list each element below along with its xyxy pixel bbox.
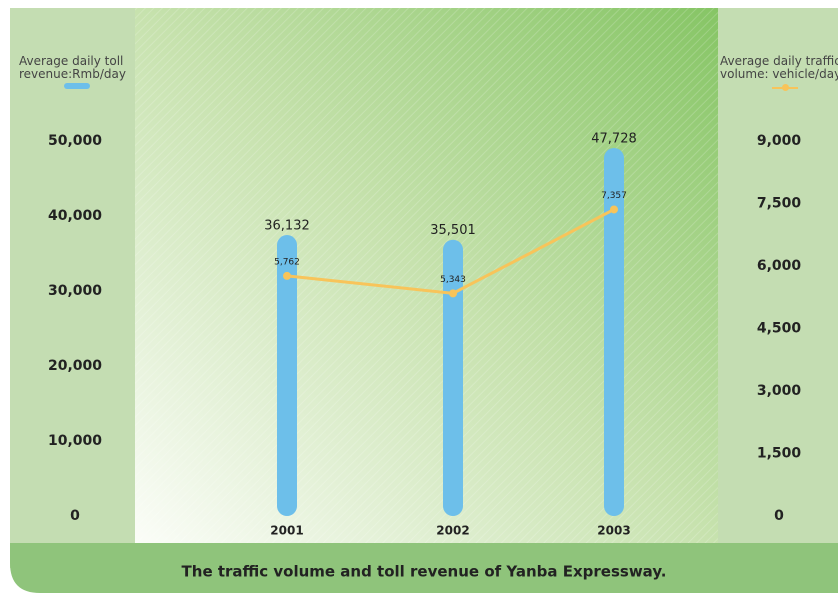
legend-text: Average daily toll revenue:Rmb/day <box>19 54 126 81</box>
x-tick-label: 2002 <box>436 524 469 538</box>
y-tick-label: 0 <box>70 508 80 524</box>
legend-dot <box>782 84 789 91</box>
y2-tick-label: 1,500 <box>757 446 802 462</box>
y-tick-label: 20,000 <box>48 358 102 374</box>
y2-tick-label: 6,000 <box>757 258 802 274</box>
line-point <box>283 271 291 280</box>
y-tick-label: 50,000 <box>48 133 102 149</box>
legend-right: Average daily traffic volume: vehicle/da… <box>720 54 838 91</box>
legend-left: Average daily toll revenue:Rmb/day <box>19 55 134 89</box>
y-tick-label: 10,000 <box>48 433 102 449</box>
bar-value-label: 47,728 <box>591 132 637 147</box>
y2-tick-label: 9,000 <box>757 133 802 149</box>
bar <box>277 235 297 516</box>
x-tick-label: 2001 <box>270 524 303 538</box>
title-band <box>10 543 838 593</box>
point-value-label: 5,343 <box>440 275 466 285</box>
y2-tick-label: 4,500 <box>757 321 802 337</box>
line-point <box>610 205 618 214</box>
legend-text: Average daily traffic volume: vehicle/da… <box>720 54 838 81</box>
y2-tick-label: 0 <box>774 508 784 524</box>
bar <box>604 148 624 517</box>
y-tick-label: 30,000 <box>48 283 102 299</box>
chart-title: The traffic volume and toll revenue of Y… <box>182 563 667 581</box>
bar-value-label: 36,132 <box>264 219 310 234</box>
x-tick-label: 2003 <box>597 524 630 538</box>
plot-hatch <box>135 8 718 543</box>
point-value-label: 5,762 <box>274 257 300 267</box>
point-value-label: 7,357 <box>601 191 627 201</box>
y-tick-label: 40,000 <box>48 208 102 224</box>
bar-value-label: 35,501 <box>430 223 476 238</box>
bar <box>443 239 463 516</box>
legend-swatch <box>772 84 798 91</box>
y2-tick-label: 3,000 <box>757 383 802 399</box>
line-point <box>449 289 457 298</box>
y2-tick-label: 7,500 <box>757 196 802 212</box>
legend-swatch <box>64 83 90 89</box>
